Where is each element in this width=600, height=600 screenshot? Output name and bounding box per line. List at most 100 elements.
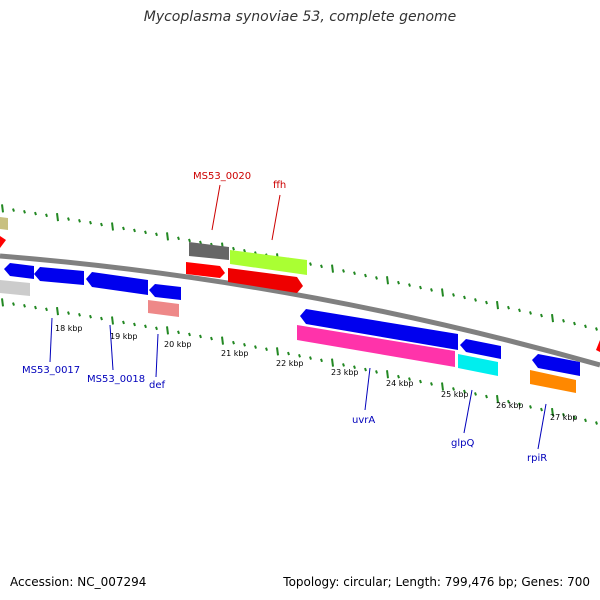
minor-tick xyxy=(243,343,246,347)
gene-feature[interactable] xyxy=(228,268,303,293)
minor-tick xyxy=(177,236,180,241)
minor-tick xyxy=(595,421,598,425)
minor-tick xyxy=(287,351,290,356)
gene-feature[interactable] xyxy=(532,354,580,376)
minor-tick xyxy=(518,308,521,313)
major-tick xyxy=(56,213,59,222)
major-tick xyxy=(331,264,334,273)
gene-label-rpiR[interactable]: rpiR xyxy=(527,453,547,464)
kbp-label: 19 kbp xyxy=(110,332,138,341)
gene-feature[interactable] xyxy=(297,325,455,367)
minor-tick xyxy=(188,332,191,337)
minor-tick xyxy=(342,363,345,367)
major-tick xyxy=(111,316,114,325)
minor-tick xyxy=(584,324,587,329)
minor-tick xyxy=(364,273,367,278)
gene-feature-rpiR[interactable] xyxy=(530,370,576,393)
minor-tick xyxy=(210,336,213,341)
minor-tick xyxy=(430,288,433,292)
minor-tick xyxy=(78,313,81,317)
kbp-label: 22 kbp xyxy=(276,359,304,368)
major-tick xyxy=(166,232,169,241)
gene-feature[interactable] xyxy=(460,339,501,359)
major-tick xyxy=(1,204,4,213)
major-tick xyxy=(386,276,389,285)
minor-tick xyxy=(122,226,125,231)
major-tick xyxy=(1,298,4,307)
minor-tick xyxy=(12,302,15,306)
gene-label-MS53_0020[interactable]: MS53_0020 xyxy=(193,171,251,182)
kbp-label: 20 kbp xyxy=(164,340,192,349)
kbp-label: 24 kbp xyxy=(386,379,414,388)
connector-MS53_0018 xyxy=(109,324,114,371)
gene-label-glpQ[interactable]: glpQ xyxy=(451,438,474,449)
gene-label-ffh[interactable]: ffh xyxy=(273,180,286,191)
connector-def xyxy=(155,333,159,378)
minor-tick xyxy=(353,365,356,370)
accession-text: Accession: NC_007294 xyxy=(10,575,147,589)
gene-feature-MS53_0018[interactable] xyxy=(86,272,148,295)
major-tick xyxy=(276,347,279,356)
minor-tick xyxy=(540,313,543,318)
minor-tick xyxy=(584,418,587,423)
minor-tick xyxy=(144,230,147,235)
minor-tick xyxy=(243,249,246,253)
gene-feature[interactable] xyxy=(186,262,225,278)
minor-tick xyxy=(254,345,257,349)
upper-tick-track xyxy=(1,204,598,331)
major-tick xyxy=(331,358,334,367)
minor-tick xyxy=(364,367,367,372)
minor-tick xyxy=(430,382,433,386)
minor-tick xyxy=(474,392,477,396)
gene-feature[interactable] xyxy=(596,340,600,352)
minor-tick xyxy=(23,209,26,214)
major-tick xyxy=(496,300,499,310)
gene-feature[interactable] xyxy=(0,217,8,230)
kbp-label: 18 kbp xyxy=(55,324,83,333)
kbp-label: 23 kbp xyxy=(331,368,359,377)
minor-tick xyxy=(45,307,48,312)
connector-uvrA xyxy=(364,367,371,411)
minor-tick xyxy=(375,370,378,374)
gene-feature[interactable] xyxy=(0,236,6,248)
gene-feature-ffh[interactable] xyxy=(230,250,307,275)
gene-feature-def[interactable] xyxy=(149,284,181,300)
gene-label-def[interactable]: def xyxy=(149,380,166,391)
connector-glpQ xyxy=(463,389,473,434)
minor-tick xyxy=(89,220,92,225)
minor-tick xyxy=(122,320,125,325)
gene-feature[interactable] xyxy=(148,300,179,317)
gene-label-MS53_0017[interactable]: MS53_0017 xyxy=(22,365,80,376)
minor-tick xyxy=(518,402,521,407)
gene-feature[interactable] xyxy=(0,280,30,296)
minor-tick xyxy=(133,322,136,327)
gene-feature-MS53_0017[interactable] xyxy=(34,267,84,285)
kbp-label: 27 kbp xyxy=(550,413,578,422)
gene-label-MS53_0018[interactable]: MS53_0018 xyxy=(87,374,145,385)
minor-tick xyxy=(34,211,37,216)
gene-feature[interactable] xyxy=(4,263,34,279)
minor-tick xyxy=(408,283,411,287)
minor-tick xyxy=(540,407,543,412)
gene-feature-uvrA[interactable] xyxy=(300,309,458,350)
minor-tick xyxy=(232,246,235,251)
upper-features xyxy=(0,217,307,296)
minor-tick xyxy=(463,295,466,300)
genome-backbone xyxy=(0,253,600,368)
minor-tick xyxy=(100,316,103,321)
minor-tick xyxy=(78,219,81,223)
minor-tick xyxy=(419,379,422,384)
gene-label-uvrA[interactable]: uvrA xyxy=(352,415,375,426)
minor-tick xyxy=(199,240,202,245)
gene-feature-glpQ[interactable] xyxy=(458,354,498,376)
minor-tick xyxy=(452,387,455,391)
minor-tick xyxy=(67,311,70,315)
minor-tick xyxy=(155,232,158,237)
gene-feature-MS53_0020[interactable] xyxy=(189,242,229,260)
major-tick xyxy=(441,382,444,391)
label-connectors xyxy=(49,184,547,450)
lower-tick-track xyxy=(1,298,598,425)
minor-tick xyxy=(397,374,400,379)
